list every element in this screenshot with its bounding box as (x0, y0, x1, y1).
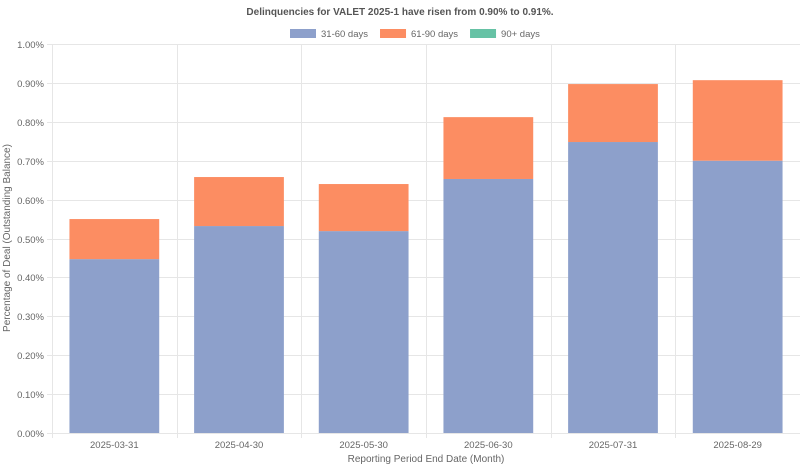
x-tick-label: 2025-03-31 (90, 440, 139, 451)
y-tick-label: 0.30% (17, 312, 44, 323)
bar-segment-61-90-days (194, 177, 284, 227)
bar-segment-31-60-days (318, 231, 409, 433)
bar-segment-61-90-days (568, 84, 658, 143)
y-tick-label: 0.50% (17, 235, 44, 246)
legend: 31-60 days 61-90 days 90+ days (290, 29, 540, 40)
y-tick-label: 0.00% (17, 429, 44, 440)
bar-segment-61-90-days (443, 117, 534, 179)
legend-swatch (290, 29, 316, 38)
y-tick-label: 0.70% (17, 157, 44, 168)
x-axis-label: Reporting Period End Date (Month) (348, 454, 505, 465)
y-tick-label: 1.00% (17, 40, 44, 51)
x-tick-label: 2025-07-31 (589, 440, 638, 451)
y-tick-label: 0.60% (17, 196, 44, 207)
y-tick-label: 0.90% (17, 79, 44, 90)
chart-title: Delinquencies for VALET 2025-1 have rise… (246, 7, 553, 18)
y-tick-label: 0.40% (17, 273, 44, 284)
bar-segment-31-60-days (692, 160, 783, 433)
x-axis-ticks: 2025-03-31 2025-04-30 2025-05-30 2025-06-30… (90, 440, 762, 451)
bar-segment-31-60-days (69, 259, 160, 433)
legend-label: 90+ days (501, 29, 540, 40)
legend-swatch (380, 29, 407, 38)
legend-swatch (470, 29, 497, 38)
y-tick-label: 0.10% (17, 390, 44, 401)
x-tick-label: 2025-08-29 (713, 440, 762, 451)
y-tick-label: 0.20% (17, 351, 44, 362)
bar-segment-31-60-days (443, 178, 534, 433)
bar-segment-31-60-days (568, 142, 658, 433)
x-tick-label: 2025-05-30 (339, 440, 388, 451)
bar-segment-61-90-days (692, 80, 783, 161)
y-axis-ticks: 0.00% 0.10% 0.20% 0.30% 0.40% 0.50% 0.60% 0.70%… (17, 40, 44, 440)
y-axis-label: Percentage of Deal (Outstanding Balance) (2, 144, 13, 332)
bar-segment-61-90-days (69, 219, 160, 260)
x-tick-label: 2025-04-30 (215, 440, 264, 451)
bar-segment-61-90-days (318, 184, 409, 232)
y-tick-label: 0.80% (17, 118, 44, 129)
gridlines (47, 44, 800, 438)
bar-segment-31-60-days (194, 226, 284, 433)
x-tick-label: 2025-06-30 (464, 440, 513, 451)
legend-label: 31-60 days (321, 29, 368, 40)
legend-label: 61-90 days (411, 29, 458, 40)
bars (69, 80, 783, 433)
